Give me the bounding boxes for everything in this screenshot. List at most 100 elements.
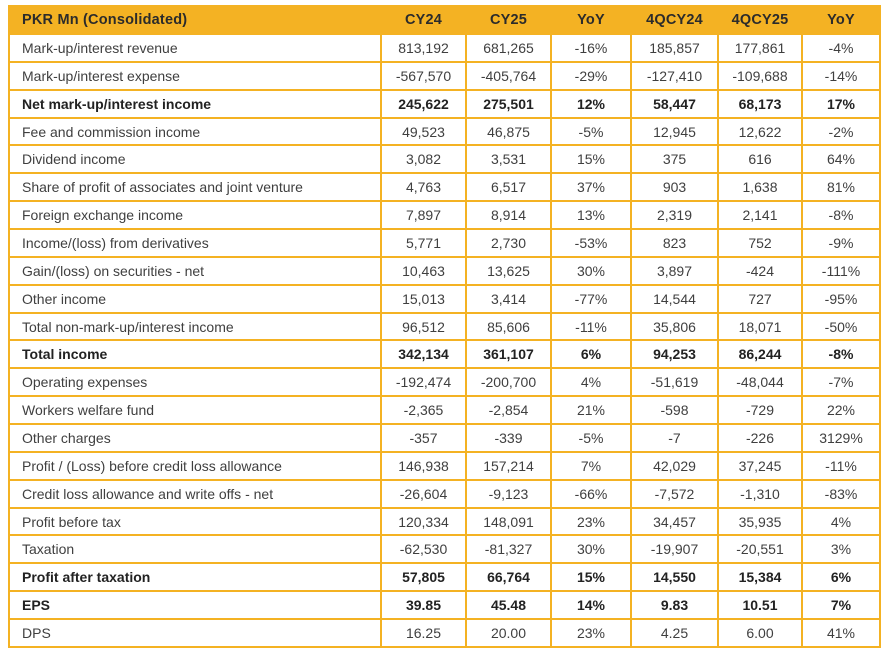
value-cell: 148,091: [465, 506, 552, 537]
table-row: Credit loss allowance and write offs - n…: [8, 478, 881, 509]
value-cell: -11%: [550, 311, 632, 342]
value-cell: -424: [717, 255, 803, 286]
value-cell: 17%: [801, 88, 881, 119]
value-cell: 823: [630, 228, 719, 258]
value-cell: 64%: [801, 144, 881, 175]
value-cell: 681,265: [465, 33, 552, 63]
value-cell: 22%: [801, 395, 881, 426]
value-cell: -2%: [801, 116, 881, 147]
value-cell: 14,550: [630, 562, 719, 593]
value-cell: -5%: [550, 116, 632, 147]
value-cell: 37,245: [717, 450, 803, 481]
value-cell: 8,914: [465, 200, 552, 231]
value-cell: 361,107: [465, 339, 552, 370]
value-cell: 177,861: [717, 33, 803, 63]
value-cell: 245,622: [380, 88, 467, 119]
row-label: Workers welfare fund: [8, 395, 382, 426]
table-row: Mark-up/interest revenue 813,192 681,265 -1…: [8, 33, 881, 63]
table-row: DPS 16.25 20.00 23% 4.25 6.00 41%: [8, 618, 881, 648]
value-cell: 6%: [801, 562, 881, 593]
value-cell: -29%: [550, 60, 632, 91]
table-row: Taxation -62,530 -81,327 30% -19,907 -20,551 3…: [8, 534, 881, 565]
value-cell: 2,319: [630, 200, 719, 231]
value-cell: -729: [717, 395, 803, 426]
row-label: Mark-up/interest revenue: [8, 33, 382, 63]
value-cell: -8%: [801, 200, 881, 231]
column-header-yoy-5: YoY: [801, 5, 881, 35]
value-cell: 18,071: [717, 311, 803, 342]
row-label: Profit after taxation: [8, 562, 382, 593]
value-cell: 120,334: [380, 506, 467, 537]
value-cell: 23%: [550, 618, 632, 648]
column-header-4qcy24-3: 4QCY24: [630, 5, 719, 35]
value-cell: -51,619: [630, 367, 719, 398]
value-cell: -9%: [801, 228, 881, 258]
row-label: Mark-up/interest expense: [8, 60, 382, 91]
value-cell: -357: [380, 423, 467, 453]
value-cell: 10,463: [380, 255, 467, 286]
row-label: Income/(loss) from derivatives: [8, 228, 382, 258]
value-cell: 14%: [550, 590, 632, 621]
column-header-4qcy25-4: 4QCY25: [717, 5, 803, 35]
table-header: PKR Mn (Consolidated) CY24 CY25 YoY 4QCY24 4…: [8, 5, 881, 35]
row-label: Fee and commission income: [8, 116, 382, 147]
value-cell: 57,805: [380, 562, 467, 593]
value-cell: 752: [717, 228, 803, 258]
value-cell: 30%: [550, 534, 632, 565]
value-cell: -567,570: [380, 60, 467, 91]
value-cell: 15,013: [380, 283, 467, 314]
value-cell: 146,938: [380, 450, 467, 481]
value-cell: 2,730: [465, 228, 552, 258]
value-cell: 35,806: [630, 311, 719, 342]
header-pkr-mn-consolidated: PKR Mn (Consolidated): [8, 5, 382, 35]
value-cell: -109,688: [717, 60, 803, 91]
column-header-cy25-1: CY25: [465, 5, 552, 35]
value-cell: 85,606: [465, 311, 552, 342]
row-label: Other charges: [8, 423, 382, 453]
table-row: Profit after taxation 57,805 66,764 15% 14,5…: [8, 562, 881, 593]
value-cell: 96,512: [380, 311, 467, 342]
value-cell: 23%: [550, 506, 632, 537]
value-cell: 12,622: [717, 116, 803, 147]
value-cell: 185,857: [630, 33, 719, 63]
table-row: Other income 15,013 3,414 -77% 14,544 727 -95%: [8, 283, 881, 314]
value-cell: -4%: [801, 33, 881, 63]
value-cell: -9,123: [465, 478, 552, 509]
value-cell: 15%: [550, 144, 632, 175]
value-cell: -83%: [801, 478, 881, 509]
value-cell: 1,638: [717, 172, 803, 203]
value-cell: 813,192: [380, 33, 467, 63]
value-cell: 342,134: [380, 339, 467, 370]
value-cell: -53%: [550, 228, 632, 258]
value-cell: 58,447: [630, 88, 719, 119]
value-cell: -192,474: [380, 367, 467, 398]
table-row: EPS 39.85 45.48 14% 9.83 10.51 7%: [8, 590, 881, 621]
value-cell: 903: [630, 172, 719, 203]
value-cell: 7%: [550, 450, 632, 481]
value-cell: 7%: [801, 590, 881, 621]
value-cell: 30%: [550, 255, 632, 286]
value-cell: -200,700: [465, 367, 552, 398]
value-cell: 37%: [550, 172, 632, 203]
table-row: Total non-mark-up/interest income 96,512 8…: [8, 311, 881, 342]
value-cell: 94,253: [630, 339, 719, 370]
value-cell: 6%: [550, 339, 632, 370]
value-cell: 5,771: [380, 228, 467, 258]
value-cell: -7%: [801, 367, 881, 398]
value-cell: -5%: [550, 423, 632, 453]
value-cell: 3,082: [380, 144, 467, 175]
value-cell: 15%: [550, 562, 632, 593]
row-label: Share of profit of associates and joint …: [8, 172, 382, 203]
table-row: Other charges -357 -339 -5% -7 -226 3129%: [8, 423, 881, 453]
value-cell: -50%: [801, 311, 881, 342]
value-cell: 3,414: [465, 283, 552, 314]
value-cell: 3%: [801, 534, 881, 565]
value-cell: 4,763: [380, 172, 467, 203]
value-cell: -66%: [550, 478, 632, 509]
value-cell: -14%: [801, 60, 881, 91]
value-cell: 21%: [550, 395, 632, 426]
value-cell: 3,531: [465, 144, 552, 175]
value-cell: 2,141: [717, 200, 803, 231]
row-label: Operating expenses: [8, 367, 382, 398]
value-cell: 14,544: [630, 283, 719, 314]
